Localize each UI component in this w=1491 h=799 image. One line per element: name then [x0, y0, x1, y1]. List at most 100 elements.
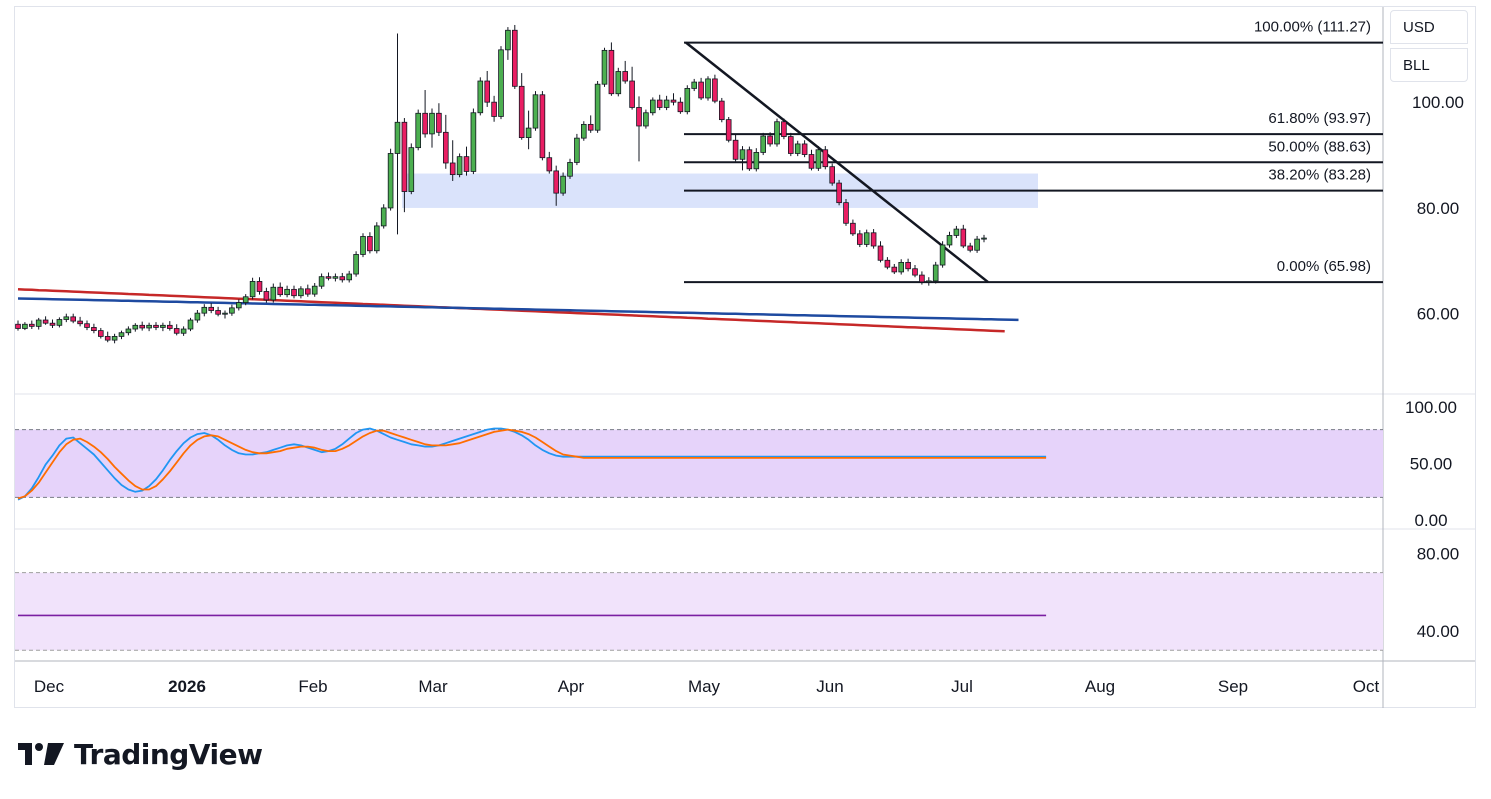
candle [808, 149, 815, 171]
candle-body [318, 276, 325, 287]
candle [429, 108, 435, 148]
candle [905, 258, 911, 272]
candle [836, 179, 842, 206]
candle [235, 299, 242, 311]
symbol-badge[interactable]: BLL [1390, 48, 1468, 82]
candle [187, 317, 194, 332]
candle-body [49, 322, 56, 326]
candle [277, 282, 283, 297]
candle [974, 235, 980, 253]
candle [498, 46, 504, 120]
candle-body [35, 319, 42, 327]
candle-body [774, 121, 780, 145]
candle [491, 95, 497, 122]
candle-body [277, 286, 283, 296]
candle [553, 165, 559, 206]
price-tick-label: 100.00 [1412, 93, 1464, 112]
candle-body [270, 286, 277, 301]
candle-body [581, 123, 587, 139]
candle-body [739, 149, 746, 160]
candle [560, 172, 566, 196]
candle [746, 146, 753, 171]
candle [284, 285, 290, 298]
candle [442, 114, 449, 169]
candle [146, 322, 152, 332]
candle-body [394, 121, 401, 154]
candle [594, 81, 601, 133]
candle-body [484, 80, 490, 103]
candle [981, 234, 987, 243]
candle-body [532, 94, 539, 129]
candle [518, 73, 525, 140]
candle [139, 321, 146, 331]
candle-body [691, 81, 697, 89]
time-tick-label: 2026 [168, 677, 206, 696]
candle-body [622, 71, 628, 82]
candle-body [650, 99, 656, 114]
candle-body [594, 83, 601, 131]
candle-body [194, 312, 201, 321]
candle [898, 259, 904, 275]
candle-body [477, 80, 484, 114]
candle-body [166, 324, 173, 329]
candle-body [560, 175, 566, 194]
candle [891, 263, 898, 275]
candle-body [732, 139, 739, 160]
candle-body [401, 121, 408, 192]
candle-body [760, 135, 766, 153]
candle-body [788, 136, 794, 154]
candle [22, 322, 28, 331]
candle-body [884, 259, 891, 268]
candle [477, 77, 484, 116]
candle-body [28, 323, 35, 327]
candle [574, 133, 580, 166]
candle-body [670, 99, 677, 103]
candle [781, 118, 787, 140]
candle [449, 140, 456, 181]
candle [829, 163, 835, 186]
candle-body [781, 121, 787, 137]
candle [532, 91, 539, 131]
brand-name: TradingView [74, 737, 263, 771]
candle-body [946, 235, 953, 246]
candle [249, 277, 256, 300]
candle-body [863, 232, 870, 245]
candle-body [539, 94, 546, 159]
candle-body [146, 324, 152, 329]
candle [767, 132, 773, 147]
candle-body [22, 323, 28, 329]
candle-body [125, 328, 132, 334]
brand-footer[interactable]: TradingView [18, 734, 263, 774]
stochastic-k-line [17, 427, 1047, 501]
time-tick-label: Jun [816, 677, 843, 696]
price-tick-label: 60.00 [1417, 305, 1460, 324]
candle-body [111, 336, 118, 341]
candle-body [843, 202, 849, 224]
time-tick-label: Dec [34, 677, 65, 696]
candle-body [208, 306, 215, 311]
candle-body [311, 285, 318, 295]
candle-body [698, 81, 704, 99]
candle-body [325, 276, 332, 279]
candle [194, 309, 201, 323]
candle [201, 304, 208, 317]
time-tick-label: Feb [298, 677, 327, 696]
candle [794, 140, 801, 157]
candle [732, 134, 739, 162]
candle [912, 265, 918, 278]
fib-level-label: 0.00% (65.98) [1277, 258, 1371, 275]
candle [242, 294, 249, 306]
stochastic-band [15, 429, 1383, 498]
candle-body [222, 312, 228, 315]
candle [353, 251, 359, 277]
candle-body [567, 162, 573, 177]
candle [160, 322, 166, 332]
candle-body [518, 85, 525, 139]
currency-badge[interactable]: USD [1390, 10, 1468, 44]
candle-body [201, 306, 208, 314]
candle [870, 229, 877, 249]
candle-body [767, 135, 773, 145]
candle-body [870, 232, 877, 247]
candle-body [926, 280, 932, 283]
candle-body [63, 316, 70, 320]
